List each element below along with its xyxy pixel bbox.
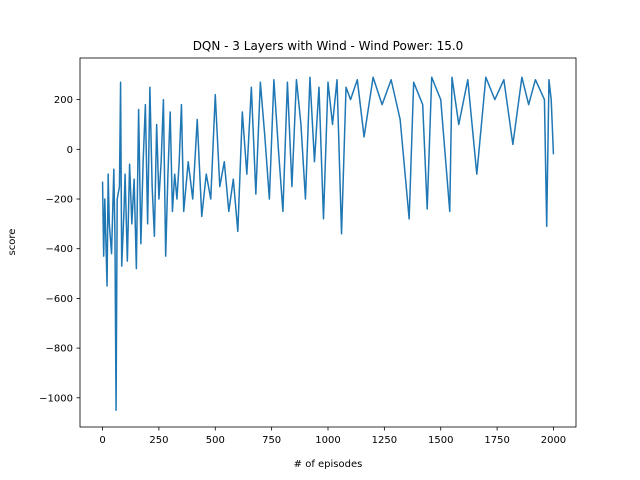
plot-frame [79,57,577,428]
y-tick-label: −1000 [39,393,73,404]
y-tick-label: −200 [46,195,73,206]
x-tick-label: 0 [99,435,105,446]
line-series [101,76,555,411]
y-tick-label: −600 [46,294,73,305]
x-tick-label: 750 [262,435,281,446]
y-axis-label: score [7,229,18,256]
x-tick-label: 250 [149,435,168,446]
x-tick-label: 1000 [315,435,340,446]
x-tick-label: 2000 [541,435,566,446]
y-tick-label: −400 [46,244,73,255]
x-tick-label: 1500 [428,435,453,446]
x-tick-label: 500 [206,435,225,446]
x-axis-label: # of episodes [294,459,363,470]
y-tick-label: −800 [46,344,73,355]
chart-title: DQN - 3 Layers with Wind - Wind Power: 1… [193,39,464,53]
x-tick-label: 1750 [484,435,509,446]
y-tick-label: 0 [67,145,73,156]
x-tick-label: 1250 [372,435,397,446]
y-tick-label: 200 [54,95,73,106]
